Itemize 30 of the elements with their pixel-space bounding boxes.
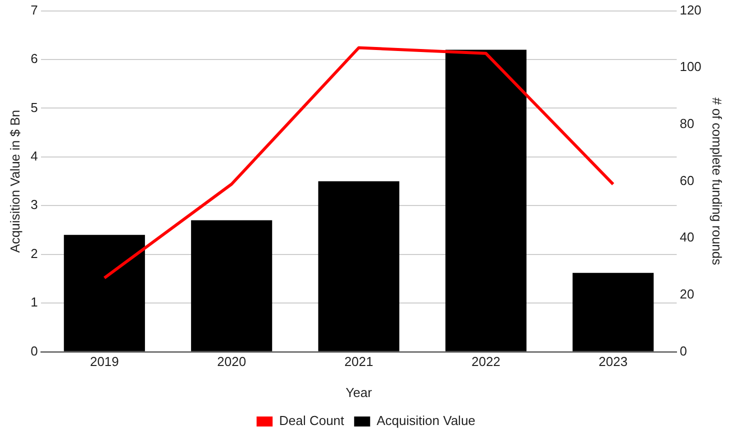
- y-tick-label: 0: [30, 343, 38, 358]
- bar: [318, 181, 400, 352]
- y2-tick-label: 60: [680, 172, 694, 188]
- y-tick-label: 2: [30, 246, 38, 261]
- bar: [445, 50, 526, 352]
- y-axis-title: Acquisition Value in $ Bn: [7, 110, 22, 253]
- bar: [572, 272, 654, 352]
- y2-tick-label: 100: [680, 59, 702, 74]
- y2-tick-label: 40: [680, 230, 694, 245]
- y2-tick-label: 0: [680, 343, 687, 358]
- x-tick-label: 2023: [598, 354, 628, 370]
- bar: [191, 220, 272, 352]
- y-tick-label: 1: [30, 294, 38, 310]
- x-tick-label: 2019: [90, 354, 119, 370]
- bar: [64, 234, 145, 352]
- x-tick-label: 2021: [344, 354, 374, 370]
- y2-axis-title: # of complete funding rounds: [710, 97, 725, 266]
- legend-label: Acquisition Value: [376, 413, 476, 428]
- legend-label: Deal Count: [279, 413, 345, 428]
- y-tick-label: 6: [30, 51, 38, 66]
- y-tick-label: 4: [30, 148, 38, 164]
- y-tick-label: 5: [30, 100, 38, 115]
- y-tick-label: 7: [30, 2, 38, 18]
- y2-tick-label: 120: [680, 2, 702, 18]
- y2-tick-label: 80: [680, 116, 694, 132]
- x-tick-label: 2020: [217, 354, 246, 370]
- y2-tick-label: 20: [680, 286, 694, 302]
- x-axis-title: Year: [346, 384, 373, 400]
- x-tick-label: 2022: [471, 354, 500, 370]
- y-tick-label: 3: [30, 197, 38, 212]
